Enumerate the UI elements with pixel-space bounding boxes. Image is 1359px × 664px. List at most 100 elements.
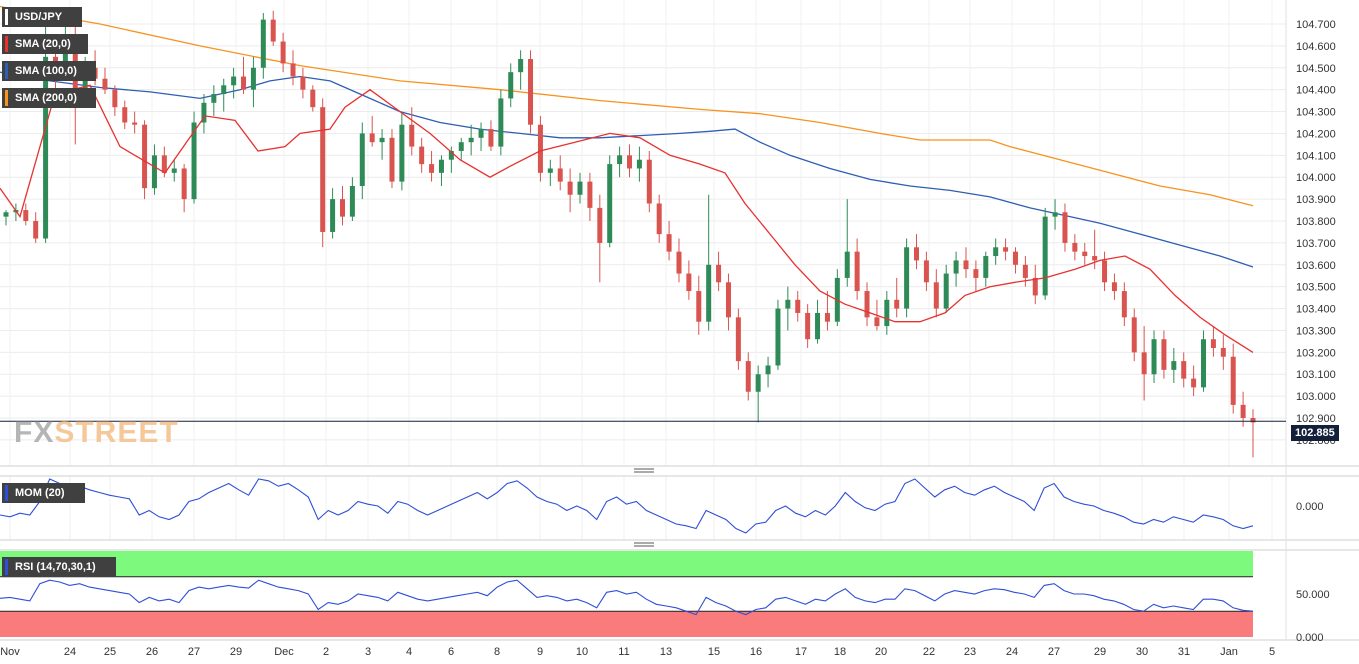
- y-tick-label: 104.500: [1296, 63, 1336, 75]
- x-tick-label: 13: [660, 646, 672, 658]
- watermark-street: STREET: [54, 416, 179, 449]
- candle-bear: [973, 269, 979, 278]
- candle-bull: [993, 247, 999, 257]
- candle-bear: [587, 181, 593, 208]
- candle-bull: [1052, 212, 1058, 217]
- candle-bull: [607, 164, 613, 243]
- y-tick-label: 104.400: [1296, 85, 1336, 97]
- x-tick-label: 30: [1136, 646, 1148, 658]
- candle-bear: [716, 264, 722, 283]
- candle-bear: [656, 203, 662, 235]
- candle-bull: [260, 19, 266, 68]
- candle-bear: [666, 234, 672, 252]
- rsi-y-tick: 0.000: [1296, 632, 1324, 644]
- x-tick-label: 17: [795, 646, 807, 658]
- rsi-swatch: [5, 559, 8, 575]
- rsi-line: [0, 579, 1254, 616]
- legend-rsi: RSI (14,70,30,1): [2, 557, 116, 577]
- y-tick-label: 104.600: [1296, 41, 1336, 53]
- candle-bear: [795, 299, 801, 313]
- candle-bear: [122, 107, 128, 123]
- x-tick-label: 23: [964, 646, 976, 658]
- candle-bear: [290, 63, 296, 77]
- legend-sma100: SMA (100,0): [2, 61, 96, 81]
- legend-mom: MOM (20): [2, 483, 85, 503]
- sma100-label: SMA (100,0): [15, 65, 77, 77]
- candle-bear: [1092, 256, 1098, 261]
- x-tick-label: 15: [708, 646, 720, 658]
- candle-bear: [686, 273, 692, 292]
- candle-bear: [557, 168, 563, 182]
- candle-bull: [1171, 361, 1177, 370]
- candle-bear: [320, 107, 326, 232]
- mom-label: MOM (20): [15, 487, 65, 499]
- candle-bear: [1141, 352, 1147, 375]
- candle-bull: [171, 168, 177, 173]
- candle-bear: [1072, 242, 1078, 252]
- candle-bull: [775, 308, 781, 366]
- candle-bear: [1003, 247, 1009, 252]
- x-tick-label: 16: [750, 646, 762, 658]
- candle-bull: [518, 59, 524, 73]
- candle-bull: [844, 251, 850, 278]
- candle-bear: [1111, 282, 1117, 292]
- y-tick-label: 103.500: [1296, 282, 1336, 294]
- watermark-fx: FX: [14, 416, 55, 449]
- candle-bear: [923, 260, 929, 283]
- candle-bear: [389, 137, 395, 182]
- candle-bear: [567, 181, 573, 195]
- y-tick-label: 104.100: [1296, 150, 1336, 162]
- candle-bull: [191, 122, 197, 200]
- candle-bull: [815, 312, 821, 340]
- current-price-value: 102.885: [1295, 427, 1335, 439]
- x-tick-label: 29: [230, 646, 242, 658]
- y-tick-label: 104.700: [1296, 19, 1336, 31]
- sma200-swatch: [5, 90, 8, 106]
- candle-bear: [735, 317, 741, 362]
- candle-bull: [1042, 216, 1048, 296]
- y-tick-label: 103.200: [1296, 347, 1336, 359]
- candle-bull: [151, 155, 157, 189]
- candle-bear: [874, 317, 880, 327]
- y-tick-label: 103.700: [1296, 238, 1336, 250]
- x-tick-label: 6: [448, 646, 454, 658]
- candle-bear: [1082, 251, 1088, 257]
- candle-bear: [181, 168, 187, 200]
- candle-bull: [636, 159, 642, 169]
- candle-bull: [983, 256, 989, 278]
- candle-bear: [241, 76, 247, 90]
- candle-bear: [409, 124, 415, 147]
- x-tick-label: 26: [146, 646, 158, 658]
- candle-bull: [884, 299, 890, 327]
- mom-swatch: [5, 485, 8, 501]
- candle-bear: [23, 210, 29, 222]
- candle-bear: [864, 291, 870, 318]
- candle-bear: [805, 312, 811, 340]
- candle-bear: [280, 41, 286, 64]
- candle-bear: [1250, 418, 1256, 423]
- x-tick-label: 22: [923, 646, 935, 658]
- candle-bull: [617, 155, 623, 165]
- candle-bull: [577, 181, 583, 195]
- candle-bear: [597, 207, 603, 243]
- candle-bear: [310, 89, 316, 108]
- candle-bear: [1181, 361, 1187, 379]
- x-tick-label: 29: [1094, 646, 1106, 658]
- candle-bull: [330, 199, 336, 232]
- candle-bull: [359, 133, 365, 186]
- x-tick-label: 11: [618, 646, 629, 658]
- rsi-y-tick: 50.000: [1296, 589, 1330, 601]
- candle-bull: [221, 85, 227, 95]
- sma200-label: SMA (200,0): [15, 92, 77, 104]
- candle-bull: [399, 124, 405, 182]
- main-panel-bg: [0, 0, 1286, 466]
- rsi-overbought-zone: [0, 551, 1253, 577]
- x-tick-label: 18: [834, 646, 846, 658]
- x-tick-label: Dec: [274, 646, 294, 658]
- candle-bull: [349, 185, 355, 217]
- candle-bear: [142, 124, 148, 189]
- candle-bear: [1062, 212, 1068, 243]
- sma200-line: [0, 5, 1254, 207]
- candle-bull: [3, 212, 9, 217]
